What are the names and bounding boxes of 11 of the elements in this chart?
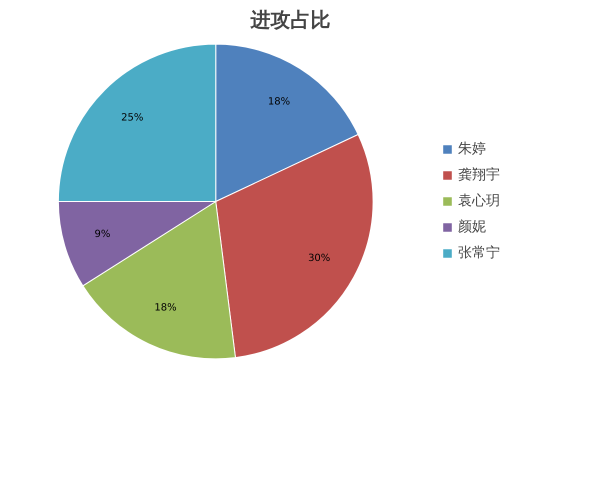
legend-label: 朱婷 — [458, 140, 486, 158]
data-label: 18% — [268, 96, 290, 108]
data-label: 30% — [308, 252, 330, 264]
data-label: 18% — [154, 302, 177, 314]
legend-label: 龚翔宇 — [458, 166, 500, 184]
chart-title: 进攻占比 — [250, 8, 330, 32]
data-label: 25% — [121, 112, 144, 124]
legend-label: 袁心玥 — [458, 192, 500, 210]
legend-label: 颜妮 — [458, 218, 486, 236]
data-label: 9% — [94, 228, 110, 240]
legend-label: 张常宁 — [458, 244, 500, 262]
